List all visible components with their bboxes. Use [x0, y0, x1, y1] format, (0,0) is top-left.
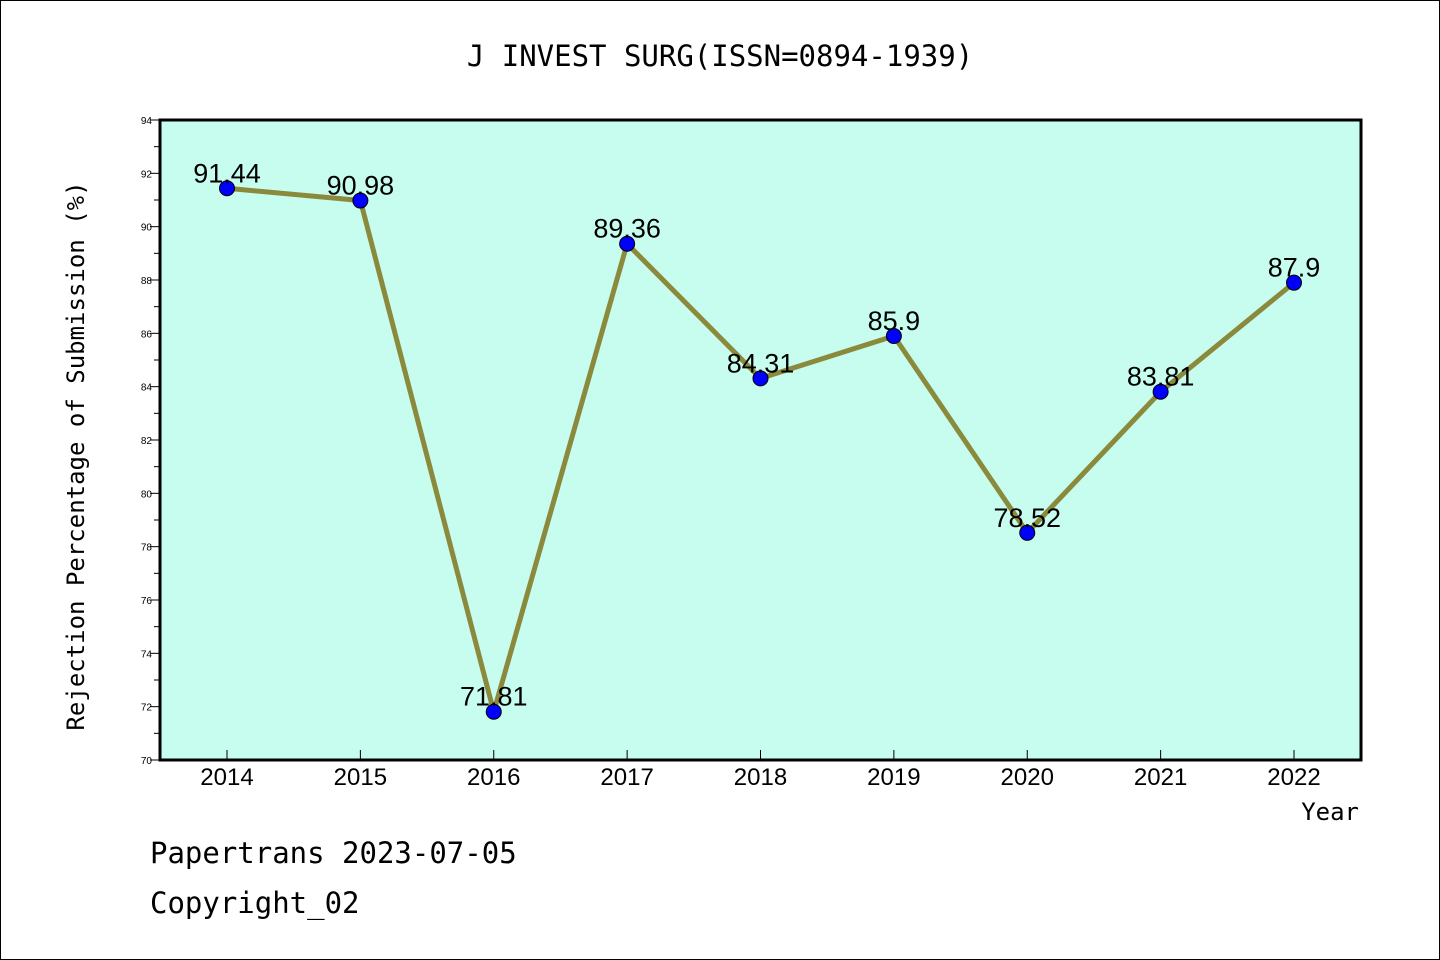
data-label-2017: 89.36 [593, 214, 661, 244]
y-tick-label: 70 [141, 756, 153, 767]
x-tick-label: 2017 [600, 764, 653, 791]
x-axis: 2014 2015 2016 2017 2018 2019 2020 2021 2022 [200, 750, 1321, 791]
y-tick-label: 78 [141, 543, 153, 554]
data-label-2021: 83.81 [1127, 362, 1195, 392]
y-tick-label: 92 [141, 169, 153, 180]
data-label-2020: 78.52 [993, 503, 1061, 533]
data-label-2022: 87.9 [1268, 253, 1321, 283]
data-label-2019: 85.9 [868, 306, 921, 336]
x-tick-label: 2018 [734, 764, 787, 791]
x-tick-label: 2015 [334, 764, 387, 791]
data-point-2020 [1019, 524, 1036, 541]
data-label-2016: 71.81 [460, 682, 528, 712]
plot-area [160, 120, 1361, 760]
plot-border [158, 118, 1363, 762]
y-tick-label: 80 [141, 489, 153, 500]
y-tick-label: 84 [141, 383, 153, 394]
y-axis-label: Rejection Percentage of Submission (%) [62, 181, 90, 730]
data-point-2018 [752, 370, 769, 387]
x-axis-label: Year [1301, 798, 1359, 826]
data-point-2016 [485, 703, 502, 720]
y-tick-label: 72 [141, 703, 153, 714]
data-label-2018: 84.31 [727, 348, 795, 378]
y-tick-label: 94 [141, 116, 153, 127]
footer-date: Papertrans 2023-07-05 [150, 836, 517, 870]
y-tick-label: 88 [141, 276, 153, 287]
x-tick-label: 2020 [1001, 764, 1054, 791]
data-point-2015 [352, 192, 369, 209]
x-tick-label: 2019 [867, 764, 920, 791]
x-tick-label: 2016 [467, 764, 520, 791]
data-labels: 91.44 90.98 71.81 89.36 84.31 85.9 78.52 83.81 8… [193, 158, 1320, 711]
data-point-2014 [219, 180, 235, 197]
data-label-2015: 90.98 [327, 171, 395, 201]
chart-title: J INVEST SURG(ISSN=0894-1939) [467, 39, 973, 73]
x-tick-label: 2021 [1134, 764, 1187, 791]
y-tick-label: 74 [141, 649, 153, 660]
y-tick-label: 90 [141, 223, 153, 234]
y-axis: 70 72 74 76 78 80 82 84 86 88 90 92 94 [141, 116, 160, 767]
data-point-2019 [885, 328, 902, 344]
data-point-2022 [1286, 274, 1302, 291]
data-markers [219, 180, 1302, 720]
x-tick-label: 2014 [200, 764, 253, 791]
y-tick-label: 76 [141, 596, 153, 607]
y-tick-label: 82 [141, 436, 153, 447]
footer-copyright: Copyright_02 [150, 886, 360, 921]
data-point-2017 [619, 235, 636, 252]
x-tick-label: 2022 [1267, 764, 1320, 791]
data-label-2014: 91.44 [193, 158, 261, 188]
y-tick-label: 86 [141, 329, 153, 340]
data-point-2021 [1152, 383, 1169, 400]
